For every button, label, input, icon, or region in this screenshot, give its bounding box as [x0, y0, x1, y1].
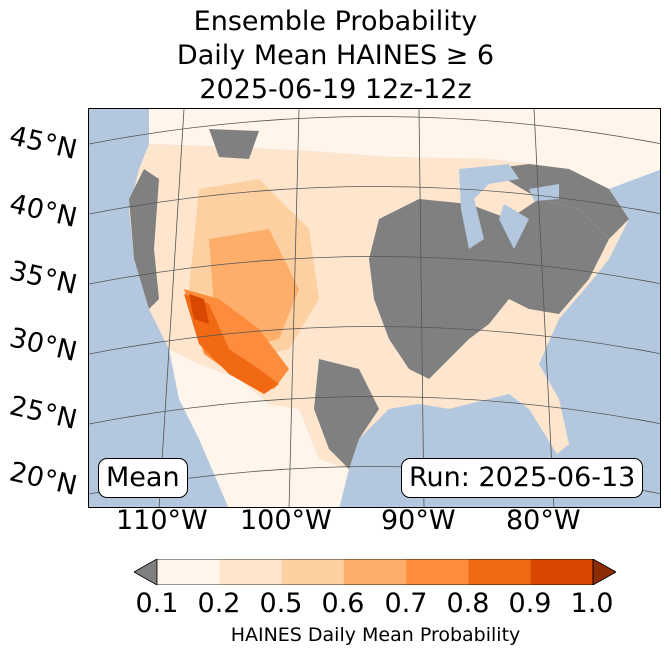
colorbar [134, 559, 616, 585]
graticule [89, 109, 660, 507]
title-line-1: Ensemble Probability [193, 6, 478, 37]
grey-zone-texas [314, 359, 379, 469]
mean-label-box: Mean [98, 458, 188, 498]
colorbar-tick-6: 0.9 [508, 588, 552, 619]
colorbar-segment-1 [219, 559, 283, 585]
lat-label-25: 25°N [6, 390, 80, 436]
lat-label-30: 30°N [6, 322, 80, 368]
colorbar-segment-3 [343, 559, 407, 585]
colorbar-tick-5: 0.8 [446, 588, 490, 619]
colorbar-segment-2 [281, 559, 345, 585]
colorbar-over-arrow [592, 559, 616, 585]
mexico-region [169, 349, 349, 507]
colorbar-segments [157, 559, 594, 585]
colorbar-tick-3: 0.6 [321, 588, 365, 619]
title-line-3: 2025-06-19 12z-12z [199, 74, 472, 105]
colorbar-frame [156, 559, 594, 585]
grey-zone-west-coast [129, 169, 159, 309]
canada-region [149, 109, 660, 189]
colorbar-tick-7: 1.0 [570, 588, 614, 619]
colorbar-segment-4 [406, 559, 469, 585]
grey-zone-east [369, 199, 609, 379]
lat-label-40: 40°N [6, 188, 80, 234]
map-svg [89, 109, 660, 507]
lon-label-100: 100°W [240, 505, 332, 536]
colorbar-segment-5 [468, 559, 532, 585]
great-lakes [459, 164, 559, 249]
prob-zone-core-2 [189, 294, 209, 324]
colorbar-tick-1: 0.2 [197, 588, 241, 619]
lat-label-20: 20°N [6, 456, 80, 502]
colorbar-tick-4: 0.7 [384, 588, 428, 619]
lon-label-110: 110°W [116, 505, 208, 536]
lat-label-45: 45°N [6, 120, 80, 166]
run-label-box: Run: 2025-06-13 [401, 458, 644, 498]
colorbar-segment-6 [530, 559, 594, 585]
title-line-2: Daily Mean HAINES ≥ 6 [176, 40, 495, 71]
colorbar-tick-0: 0.1 [135, 588, 179, 619]
grey-zone-north [209, 129, 259, 159]
colorbar-label: HAINES Daily Mean Probability [230, 624, 521, 646]
map-panel [88, 108, 661, 508]
lon-label-80: 80°W [506, 505, 581, 536]
colorbar-under-arrow [134, 559, 158, 585]
grey-zone-northeast [489, 164, 629, 239]
lon-label-90: 90°W [381, 505, 456, 536]
colorbar-segment-0 [157, 559, 220, 585]
colorbar-tick-2: 0.5 [259, 588, 303, 619]
lat-label-35: 35°N [6, 255, 80, 301]
